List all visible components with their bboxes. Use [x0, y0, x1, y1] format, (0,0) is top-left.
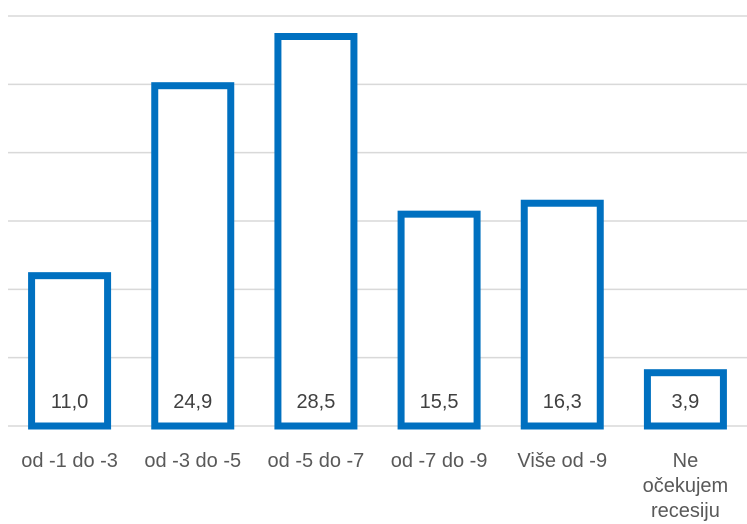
x-tick-label-line: od -7 do -9: [391, 450, 488, 472]
bar: [520, 199, 604, 430]
x-tick-label-line: očekujem: [643, 475, 729, 497]
bar: [643, 369, 727, 430]
x-tick-label-line: od -5 do -7: [268, 450, 365, 472]
x-tick-label: Više od -9: [517, 450, 607, 472]
data-label: 11,0: [51, 391, 88, 413]
bar: [151, 82, 235, 430]
bar: [28, 272, 112, 430]
bar: [397, 210, 481, 430]
bar: [274, 33, 358, 430]
x-tick-label: Ne očekujem recesiju: [643, 450, 729, 522]
data-label: 24,9: [173, 391, 212, 413]
x-tick-label-line: recesiju: [651, 500, 720, 522]
x-tick-label-line: od -1 do -3: [21, 450, 118, 472]
x-tick-label: od -7 do -9: [391, 450, 488, 472]
x-tick-label-line: Ne: [673, 450, 699, 472]
x-tick-label-line: Više od -9: [517, 450, 607, 472]
data-label: 3,9: [672, 391, 700, 413]
x-tick-label-line: od -3 do -5: [144, 450, 241, 472]
data-label: 15,5: [420, 391, 459, 413]
x-tick-label: od -3 do -5: [144, 450, 241, 472]
x-tick-label: od -1 do -3: [21, 450, 118, 472]
x-tick-label: od -5 do -7: [268, 450, 365, 472]
data-label: 28,5: [296, 391, 335, 413]
data-label: 16,3: [543, 391, 582, 413]
